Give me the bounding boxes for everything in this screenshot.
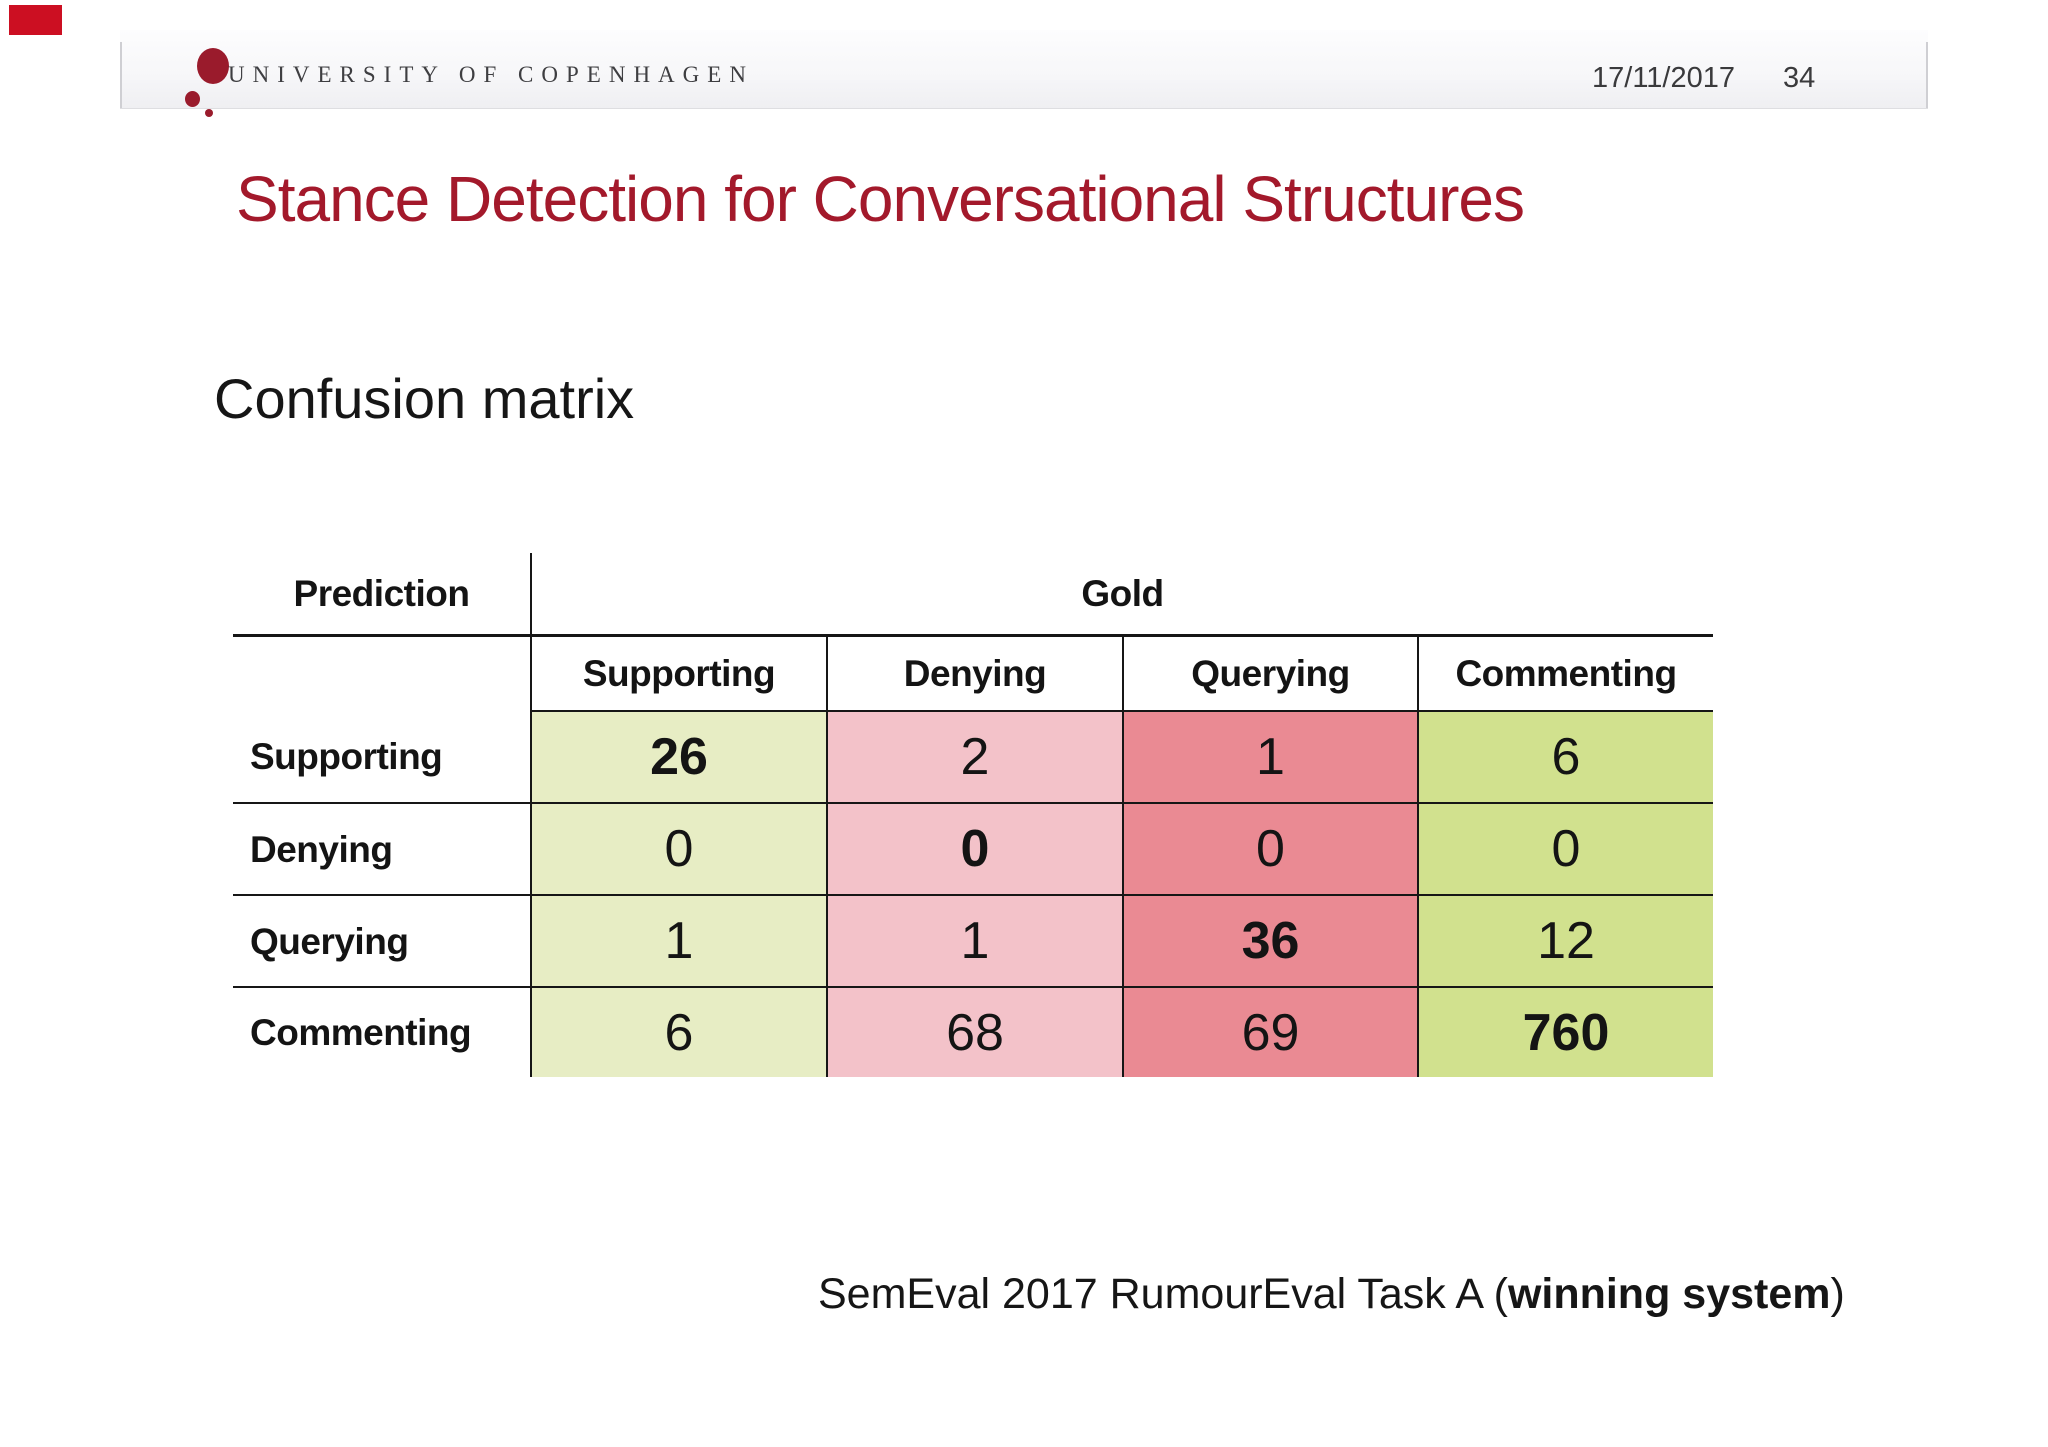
- confusion-matrix-table: Prediction Gold Supporting Denying Query…: [233, 553, 1713, 1077]
- matrix-cell: 0: [1122, 802, 1417, 894]
- matrix-cell: 2: [826, 710, 1122, 802]
- matrix-cell: 26: [530, 710, 826, 802]
- matrix-cell: 68: [826, 986, 1122, 1077]
- date-label: 17/11/2017: [1592, 62, 1735, 94]
- corner-spacer: [233, 637, 530, 710]
- header-right-edge: [1926, 42, 1928, 108]
- footer-text-prefix: SemEval 2017 RumourEval Task A (: [818, 1270, 1508, 1318]
- row-label-commenting: Commenting: [233, 986, 530, 1077]
- ucph-logo-icon: [180, 48, 240, 117]
- matrix-cell: 6: [530, 986, 826, 1077]
- logo-dot-small: [205, 109, 213, 117]
- row-label-denying: Denying: [233, 802, 530, 894]
- matrix-cell: 760: [1417, 986, 1713, 1077]
- matrix-cell: 6: [1417, 710, 1713, 802]
- matrix-cell: 0: [530, 802, 826, 894]
- red-marker: [9, 5, 62, 35]
- slide-subtitle: Confusion matrix: [214, 367, 635, 430]
- column-header-querying: Querying: [1122, 637, 1417, 710]
- header-band: UNIVERSITY OF COPENHAGEN: [120, 30, 1928, 117]
- page-number: 34: [1783, 62, 1816, 94]
- prediction-axis-label: Prediction: [233, 553, 530, 637]
- row-label-querying: Querying: [233, 894, 530, 986]
- column-header-supporting: Supporting: [530, 637, 826, 710]
- page-title: Stance Detection for Conversational Stru…: [236, 163, 1525, 235]
- footer-caption: SemEval 2017 RumourEval Task A (winning …: [818, 1270, 1845, 1319]
- matrix-cell: 36: [1122, 894, 1417, 986]
- matrix-cell: 12: [1417, 894, 1713, 986]
- matrix-cell: 1: [826, 894, 1122, 986]
- matrix-cell: 0: [826, 802, 1122, 894]
- column-header-denying: Denying: [826, 637, 1122, 710]
- matrix-cell: 0: [1417, 802, 1713, 894]
- logo-dot-medium: [185, 91, 200, 107]
- row-label-supporting: Supporting: [250, 735, 443, 777]
- header-left-edge: [120, 42, 122, 108]
- gold-axis-label: Gold: [530, 553, 1713, 637]
- logo-dot-large: [197, 48, 229, 84]
- matrix-cell: 1: [1122, 710, 1417, 802]
- column-header-commenting: Commenting: [1417, 637, 1713, 710]
- matrix-cell: 1: [530, 894, 826, 986]
- footer-text-suffix: ): [1830, 1270, 1845, 1318]
- matrix-cell: 69: [1122, 986, 1417, 1077]
- university-wordmark: UNIVERSITY OF COPENHAGEN: [228, 62, 754, 87]
- footer-text-bold: winning system: [1507, 1270, 1831, 1318]
